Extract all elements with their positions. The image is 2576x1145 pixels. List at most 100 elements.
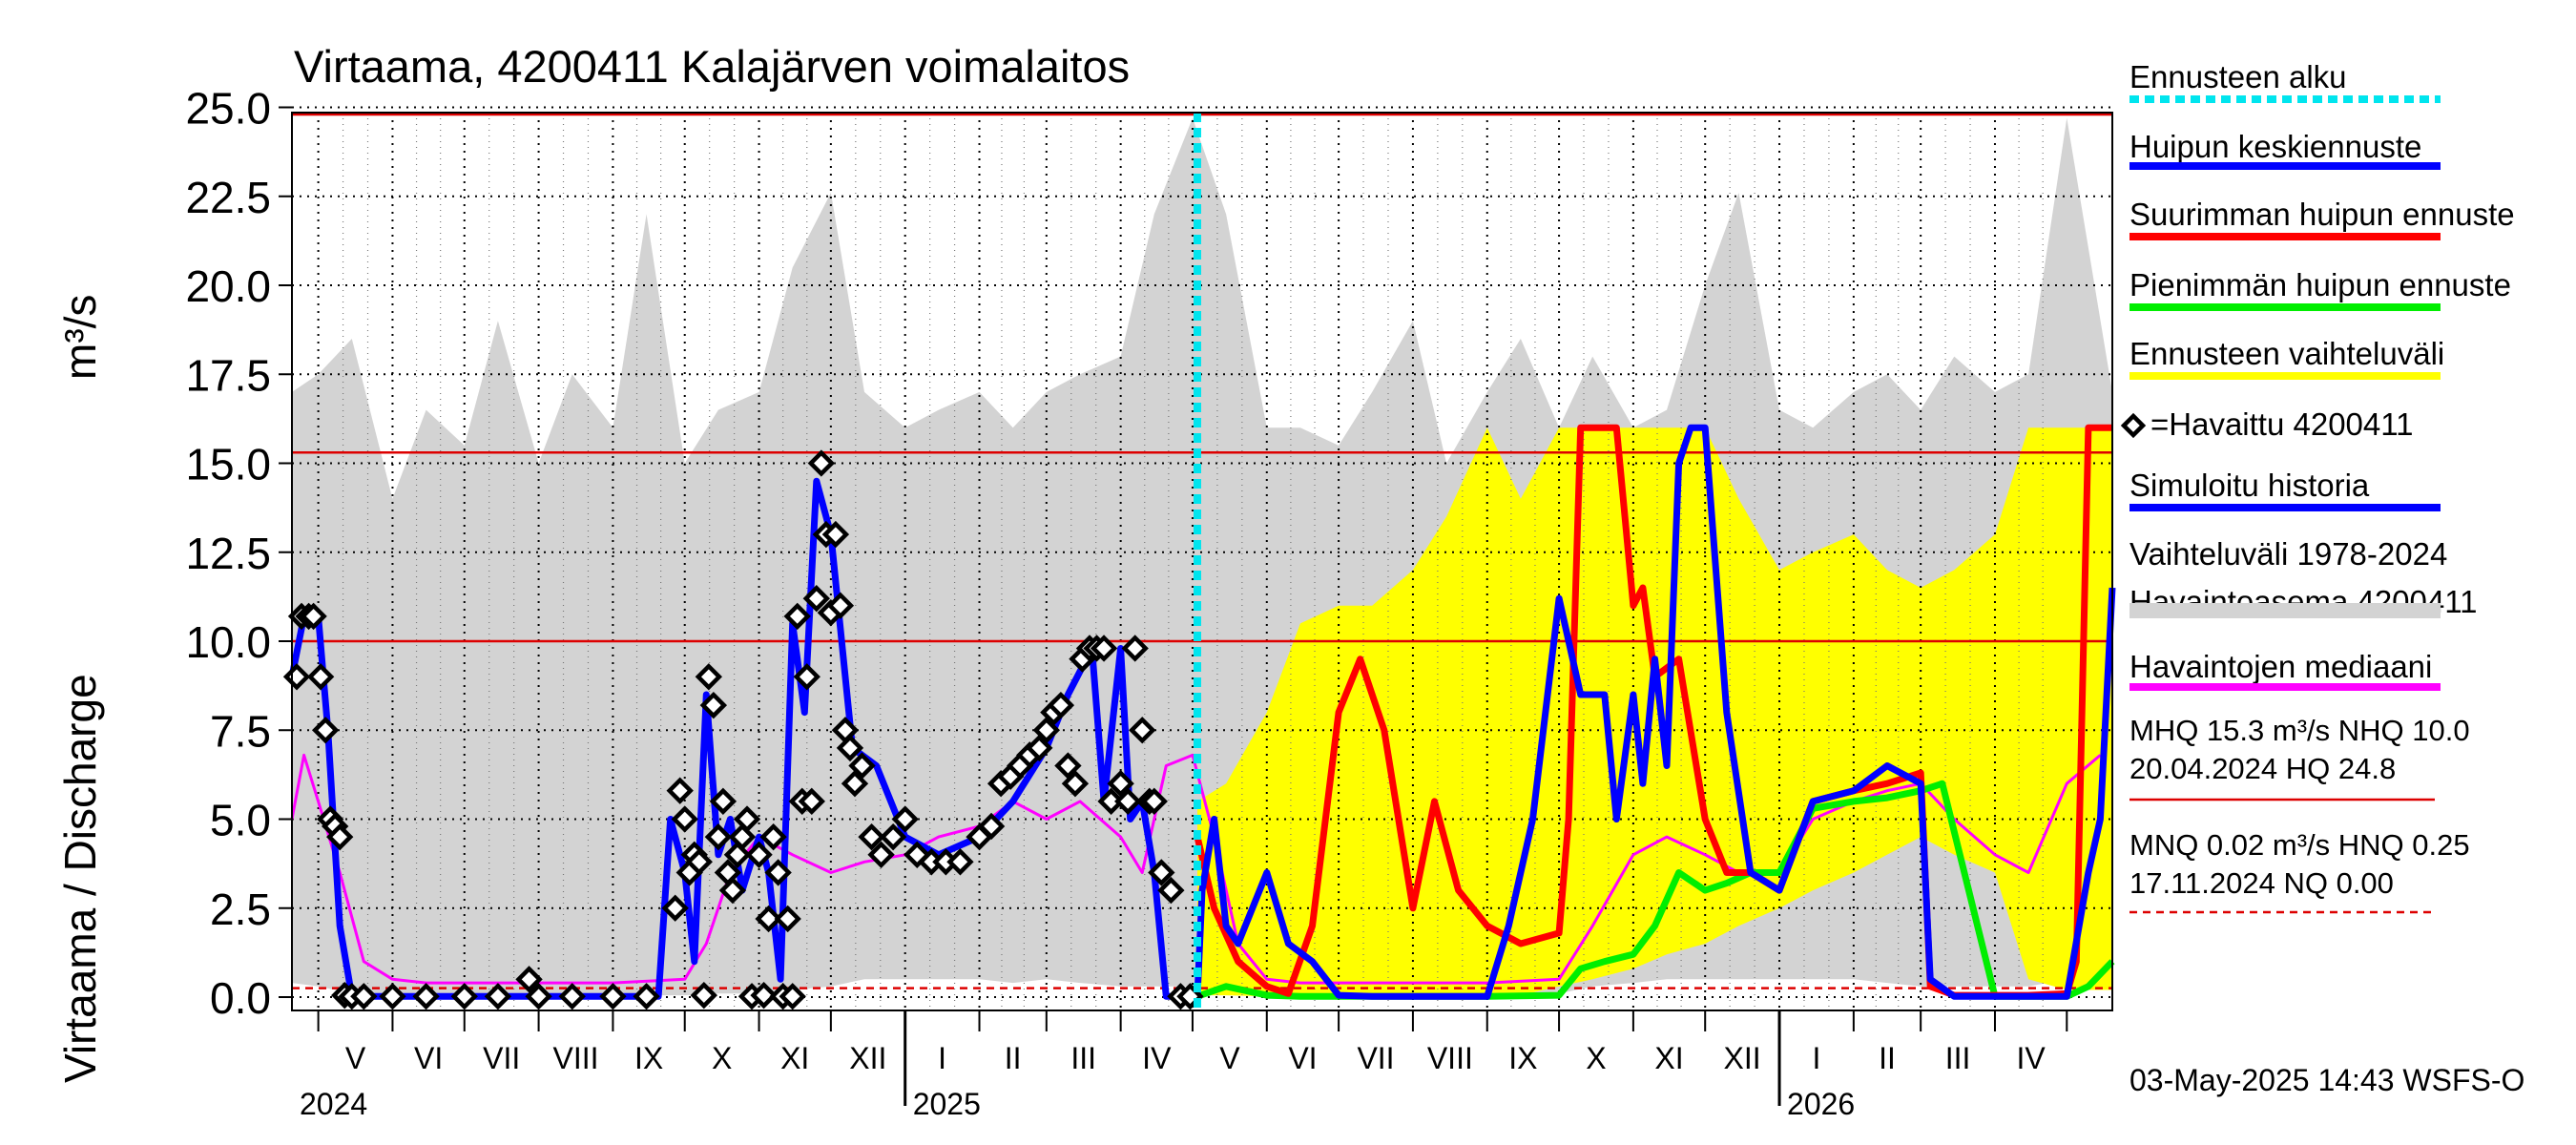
y-tick-label: 10.0: [185, 617, 271, 667]
legend-label: Pienimmän huipun ennuste: [2129, 267, 2511, 302]
observed-point: [515, 966, 543, 993]
observed-point: [1107, 770, 1134, 798]
observed-point: [728, 822, 757, 851]
month-label: X: [712, 1041, 732, 1075]
observed-point: [774, 905, 801, 933]
observed-point: [599, 983, 627, 1010]
observed-point: [633, 983, 660, 1010]
month-label: VIII: [552, 1041, 598, 1075]
year-label: 2026: [1787, 1087, 1855, 1121]
y-tick-label: 0.0: [210, 973, 271, 1023]
month-label: VI: [414, 1041, 443, 1075]
observed-point: [326, 822, 354, 851]
y-tick-label: 5.0: [210, 796, 271, 845]
month-label: I: [1813, 1041, 1821, 1075]
observed-point: [709, 787, 737, 816]
legend-label: Vaihteluväli 1978-2024: [2129, 536, 2447, 572]
observed-point: [723, 841, 752, 868]
observed-point: [306, 663, 335, 691]
y-axis-unit: m³/s: [55, 295, 105, 380]
observed-point: [836, 734, 864, 762]
y-tick-label: 12.5: [185, 529, 271, 578]
statistics-box: MHQ 15.3 m³/s NHQ 10.0 20.04.2024 HQ 24.8…: [2129, 714, 2470, 914]
observed-point: [412, 983, 440, 1010]
legend-label: Suurimman huipun ennuste: [2129, 197, 2515, 232]
observed-point: [1054, 752, 1082, 780]
month-label: IV: [2017, 1041, 2046, 1075]
observed-point: [1061, 770, 1090, 798]
legend-label: Ennusteen vaihteluväli: [2129, 336, 2444, 371]
legend-label: Simuloitu historia: [2129, 468, 2370, 503]
observed-point: [695, 663, 723, 691]
observed-point: [718, 876, 747, 905]
observed-point: [879, 822, 907, 851]
observed-point: [558, 983, 586, 1010]
observed-point: [755, 905, 782, 933]
legend-label: Ennusteen alku: [2129, 59, 2347, 94]
observed-point: [841, 770, 869, 798]
huipun-keskiennuste-line: [1194, 424, 2116, 1000]
legend-label: =Havaittu 4200411: [2150, 406, 2414, 442]
observed-point: [821, 520, 850, 549]
y-tick-label: 2.5: [210, 885, 271, 934]
year-label: 2025: [913, 1087, 981, 1121]
observed-point: [450, 983, 478, 1010]
y-tick-label: 22.5: [185, 173, 271, 222]
observed-markers: [282, 449, 1204, 1010]
observed-point: [745, 841, 773, 868]
observed-point: [671, 805, 698, 833]
month-label: VII: [483, 1041, 520, 1075]
observed-point: [704, 822, 733, 851]
observed-point: [1148, 859, 1175, 886]
y-tick-label: 20.0: [185, 261, 271, 311]
observed-point: [798, 787, 825, 816]
observed-point: [484, 983, 512, 1010]
observed-point: [685, 848, 713, 876]
observed-point: [661, 894, 689, 922]
observed-point: [1157, 876, 1185, 905]
observed-point: [867, 841, 895, 868]
observed-point: [350, 983, 378, 1010]
observed-point: [783, 602, 811, 631]
month-label: X: [1586, 1041, 1606, 1075]
month-label: XII: [1724, 1041, 1761, 1075]
observed-point: [891, 805, 919, 833]
month-label: IX: [634, 1041, 663, 1075]
observed-point: [977, 812, 1006, 841]
observed-point: [1032, 717, 1061, 744]
legend-swatch: [2120, 412, 2147, 439]
month-label: VI: [1288, 1041, 1317, 1075]
observed-point: [311, 717, 340, 744]
observed-point: [1121, 635, 1149, 662]
month-label: V: [1219, 1041, 1240, 1075]
year-label: 2024: [300, 1087, 367, 1121]
y-tick-label: 15.0: [185, 440, 271, 489]
month-label: XI: [780, 1041, 809, 1075]
month-label: VII: [1357, 1041, 1394, 1075]
month-label: IX: [1508, 1041, 1537, 1075]
stats-line: 17.11.2024 NQ 0.00: [2129, 866, 2394, 900]
observed-point: [525, 983, 552, 1010]
month-label: II: [1879, 1041, 1896, 1075]
month-label: I: [938, 1041, 946, 1075]
month-label: III: [1070, 1041, 1096, 1075]
month-label: XI: [1654, 1041, 1683, 1075]
stats-line: MNQ 0.02 m³/s HNQ 0.25: [2129, 828, 2470, 862]
month-label: XII: [849, 1041, 886, 1075]
month-label: V: [345, 1041, 366, 1075]
observed-point: [1090, 635, 1118, 662]
observed-point: [848, 752, 876, 780]
observed-point: [733, 805, 761, 833]
observed-point: [1047, 691, 1075, 719]
plot-frame: [291, 112, 2113, 1011]
month-label: IV: [1142, 1041, 1172, 1075]
observed-point: [946, 848, 974, 876]
month-label: III: [1945, 1041, 1971, 1075]
stats-line: 20.04.2024 HQ 24.8: [2129, 752, 2396, 785]
legend-label: Huipun keskiennuste: [2129, 129, 2421, 164]
observed-point: [858, 822, 885, 851]
observed-point: [1140, 787, 1168, 816]
axes: 0.0 2.5 5.0 7.5 10.0 12.5 15.0 17.5 20.0 22.5 25.0…: [185, 84, 2068, 1121]
observed-point: [666, 777, 694, 804]
observed-point: [793, 663, 821, 691]
